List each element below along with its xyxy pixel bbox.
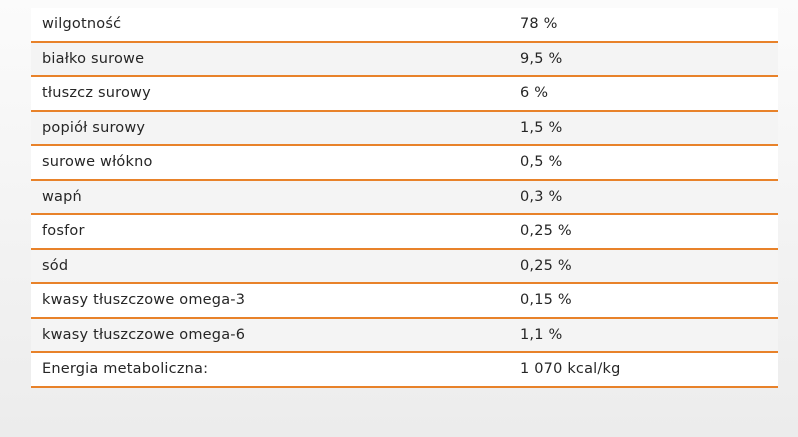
nutrient-name: popiół surowy — [42, 119, 146, 136]
nutrition-table: wilgotność 78 % białko surowe 9,5 % tłus… — [31, 8, 778, 388]
nutrient-name: kwasy tłuszczowe omega-3 — [42, 292, 246, 309]
nutrient-value: 0,25 % — [520, 257, 572, 274]
table-row: wilgotność 78 % — [31, 8, 778, 43]
table-row: popiół surowy 1,5 % — [31, 111, 778, 146]
nutrient-name: białko surowe — [42, 50, 145, 67]
table-row: kwasy tłuszczowe omega-3 0,15 % — [31, 284, 778, 319]
nutrient-name: fosfor — [42, 223, 85, 240]
nutrient-value: 0,25 % — [520, 223, 572, 240]
nutrient-name: sód — [42, 257, 69, 274]
table-row: białko surowe 9,5 % — [31, 42, 778, 77]
table-row: surowe włókno 0,5 % — [31, 146, 778, 181]
table-row: tłuszcz surowy 6 % — [31, 77, 778, 112]
table-row: fosfor 0,25 % — [31, 215, 778, 250]
table-row: Energia metaboliczna: 1 070 kcal/kg — [31, 353, 778, 388]
nutrient-name: wapń — [42, 188, 82, 205]
nutrient-value: 1 070 kcal/kg — [520, 361, 621, 378]
nutrient-name: tłuszcz surowy — [42, 85, 151, 102]
nutrient-value: 78 % — [520, 16, 558, 33]
nutrient-value: 1,5 % — [520, 119, 563, 136]
nutrient-name: surowe włókno — [42, 154, 153, 171]
nutrient-value: 6 % — [520, 85, 549, 102]
nutrient-value: 0,3 % — [520, 188, 563, 205]
nutrient-name: wilgotność — [42, 16, 122, 33]
table-row: wapń 0,3 % — [31, 180, 778, 215]
nutrient-name: kwasy tłuszczowe omega-6 — [42, 326, 246, 343]
table-row: kwasy tłuszczowe omega-6 1,1 % — [31, 318, 778, 353]
nutrient-name: Energia metaboliczna: — [42, 361, 209, 378]
nutrient-value: 9,5 % — [520, 50, 563, 67]
nutrient-value: 0,5 % — [520, 154, 563, 171]
nutrient-value: 1,1 % — [520, 326, 563, 343]
nutrient-value: 0,15 % — [520, 292, 572, 309]
table-row: sód 0,25 % — [31, 249, 778, 284]
